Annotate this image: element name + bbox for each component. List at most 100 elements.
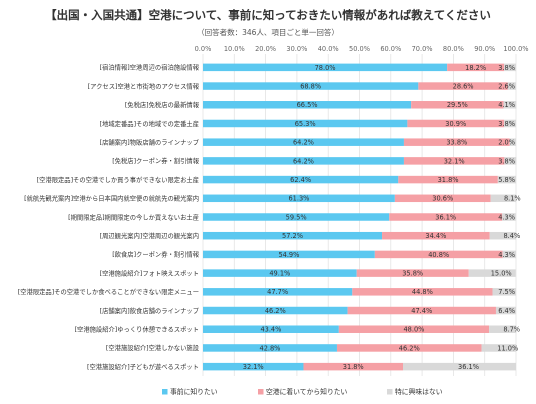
data-label: 8.7% bbox=[503, 326, 520, 334]
bar-segment bbox=[203, 250, 375, 259]
data-label: 18.2% bbox=[465, 64, 486, 72]
bar-segment bbox=[203, 213, 390, 221]
category-label: [空港施設紹介]空港しかない施設 bbox=[106, 343, 200, 352]
category-label: [店舗案内]飲食店舗のラインナップ bbox=[100, 306, 200, 315]
bar-segment bbox=[203, 157, 404, 165]
data-label: 3.8% bbox=[498, 120, 515, 128]
data-label: 43.4% bbox=[260, 326, 281, 334]
data-label: 4.3% bbox=[498, 251, 515, 259]
bar-segment bbox=[203, 231, 383, 240]
bar-segment bbox=[203, 288, 353, 296]
data-label: 49.1% bbox=[269, 270, 290, 278]
bar-segment bbox=[203, 269, 357, 277]
bar-segment bbox=[509, 138, 516, 146]
data-label: 59.5% bbox=[286, 213, 307, 221]
bar-segment bbox=[352, 288, 493, 296]
legend-swatch bbox=[258, 389, 264, 395]
data-label: 28.6% bbox=[453, 82, 474, 90]
data-label: 54.9% bbox=[278, 251, 299, 259]
data-label: 47.7% bbox=[267, 288, 288, 296]
legend-label: 事前に知りたい bbox=[170, 387, 218, 396]
bar-segment bbox=[203, 306, 348, 315]
data-label: 42.8% bbox=[260, 344, 281, 352]
bar-segment bbox=[336, 344, 482, 352]
bar-segment bbox=[203, 344, 337, 352]
data-label: 2.6% bbox=[498, 82, 515, 90]
bar-segment bbox=[403, 138, 510, 146]
data-label: 5.8% bbox=[498, 176, 515, 184]
bar-segment bbox=[203, 325, 339, 333]
x-tick-label: 100.0% bbox=[503, 45, 528, 53]
data-label: 30.6% bbox=[432, 195, 453, 203]
chart-subtitle: （回答者数：346人、項目ごと単一回答） bbox=[197, 27, 339, 37]
data-label: 4.1% bbox=[498, 101, 515, 109]
bars bbox=[203, 63, 517, 371]
data-label: 30.9% bbox=[445, 120, 466, 128]
bar-segment bbox=[203, 175, 399, 184]
chart-title: 【出国・入国共通】空港について、事前に知っておきたい情報があれば教えてください bbox=[45, 8, 491, 22]
category-label: [空港施設紹介]フォト映えスポット bbox=[100, 268, 199, 277]
data-label: 32.1% bbox=[243, 363, 264, 371]
data-label: 35.8% bbox=[402, 270, 423, 278]
bar-segment bbox=[468, 269, 516, 277]
data-label: 3.8% bbox=[498, 157, 515, 165]
data-label: 78.0% bbox=[315, 64, 336, 72]
legend: 事前に知りたい 空港に着いてから知りたい 特に興味はない bbox=[162, 387, 443, 396]
bar-segment bbox=[504, 119, 516, 128]
x-tick-label: 70.0% bbox=[412, 45, 433, 53]
data-label: 36.1% bbox=[435, 213, 456, 221]
bar-segment bbox=[504, 63, 516, 72]
data-label: 8.1% bbox=[504, 195, 521, 203]
bar-segment bbox=[495, 306, 516, 315]
data-label: 36.1% bbox=[458, 363, 479, 371]
data-label: 33.8% bbox=[446, 139, 467, 147]
category-label: [アクセス]空港と市街地のアクセス情報 bbox=[88, 81, 200, 90]
bar-segment bbox=[203, 101, 412, 109]
bar-segment bbox=[502, 213, 516, 221]
bar-segment bbox=[447, 63, 505, 72]
bar-segment bbox=[481, 344, 516, 352]
data-label: 57.2% bbox=[282, 232, 303, 240]
legend-label: 空港に着いてから知りたい bbox=[266, 387, 348, 396]
data-label: 64.2% bbox=[293, 139, 314, 147]
data-label: 3.8% bbox=[498, 64, 515, 72]
x-tick-label: 30.0% bbox=[286, 45, 307, 53]
bar-segment bbox=[303, 362, 404, 371]
category-label: [店舗案内]物販店舗のラインナップ bbox=[100, 137, 200, 146]
data-labels: 78.0% 18.2% 3.8% 68.8% 28.6% 2.6% 66.5% 29.5% 4.… bbox=[243, 64, 521, 371]
data-label: 6.4% bbox=[498, 307, 515, 315]
data-label: 29.5% bbox=[447, 101, 468, 109]
data-label: 62.4% bbox=[290, 176, 311, 184]
bar-segment bbox=[403, 362, 516, 371]
bar-segment bbox=[497, 175, 516, 184]
bar-segment bbox=[389, 213, 503, 221]
category-label: [地域定番品]その地域での定番土産 bbox=[100, 119, 199, 128]
legend-swatch bbox=[162, 389, 168, 395]
bar-segment bbox=[507, 82, 516, 90]
x-tick-label: 80.0% bbox=[443, 45, 464, 53]
data-label: 46.2% bbox=[399, 344, 420, 352]
category-label: [周辺観光案内]空港周辺の観光案内 bbox=[100, 231, 199, 240]
data-label: 31.8% bbox=[438, 176, 459, 184]
data-label: 31.8% bbox=[343, 363, 364, 371]
data-label: 40.8% bbox=[428, 251, 449, 259]
x-tick-label: 40.0% bbox=[318, 45, 339, 53]
bar-segment bbox=[502, 250, 516, 259]
x-tick-label: 0.0% bbox=[195, 45, 212, 53]
category-label: [免税店]免税店の最新情報 bbox=[125, 100, 200, 109]
bar-segment bbox=[203, 119, 408, 128]
data-label: 66.5% bbox=[297, 101, 318, 109]
x-tick-label: 50.0% bbox=[349, 45, 370, 53]
bar-segment bbox=[489, 325, 517, 333]
data-label: 65.3% bbox=[295, 120, 316, 128]
bar-segment bbox=[418, 82, 508, 90]
x-tick-label: 20.0% bbox=[255, 45, 276, 53]
category-label: [免税店]クーポン券・割引情報 bbox=[112, 156, 199, 165]
data-label: 34.4% bbox=[425, 232, 446, 240]
bar-segment bbox=[382, 231, 490, 240]
legend-swatch bbox=[387, 389, 393, 395]
data-label: 32.1% bbox=[444, 157, 465, 165]
bar-segment bbox=[203, 63, 448, 72]
